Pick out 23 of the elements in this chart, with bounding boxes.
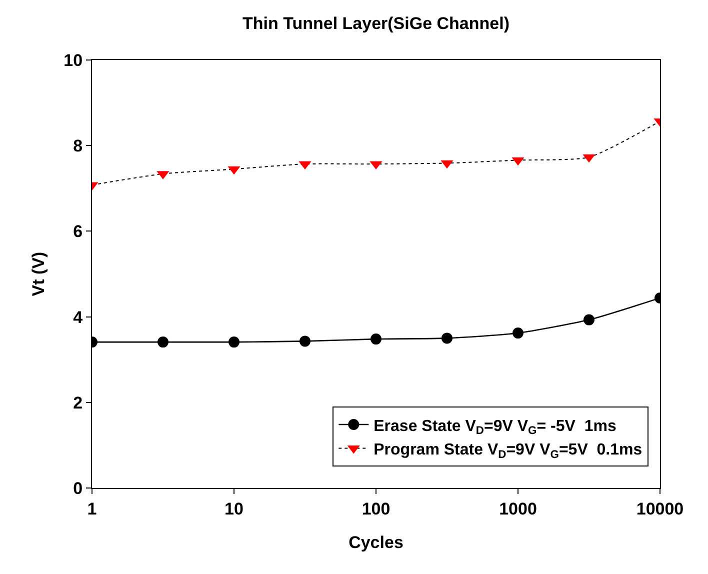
y-tick-label: 8 [73,136,83,156]
point [299,336,310,347]
y-tick-label: 10 [64,50,83,70]
point [512,328,524,339]
x-tick-label: 1000 [499,499,537,518]
y-tick-label: 6 [73,222,83,242]
point [441,332,452,344]
y-tick-label: 0 [73,478,83,498]
point [370,334,382,345]
legend-label: Program State V$_{D}$=9V V$_{G}$=5V 0.1ms [374,442,642,461]
y-axis-title: Vt (V) [29,252,48,296]
x-tick-label: 100 [362,499,390,518]
x-tick-label: 1 [87,499,97,518]
point [228,336,240,348]
x-tick-label: 10000 [636,499,684,518]
chart-title: Thin Tunnel Layer(SiGe Channel) [242,14,510,34]
x-axis-title: Cycles [348,532,404,552]
x-tick-label: 10 [224,499,244,518]
y-tick-label: 4 [73,308,84,327]
point [583,314,594,326]
legend-label: Erase State V$_{D}$=9V V$_{G}$= -5V 1ms [374,418,616,438]
point [157,336,168,348]
y-tick-label: 2 [73,393,83,412]
